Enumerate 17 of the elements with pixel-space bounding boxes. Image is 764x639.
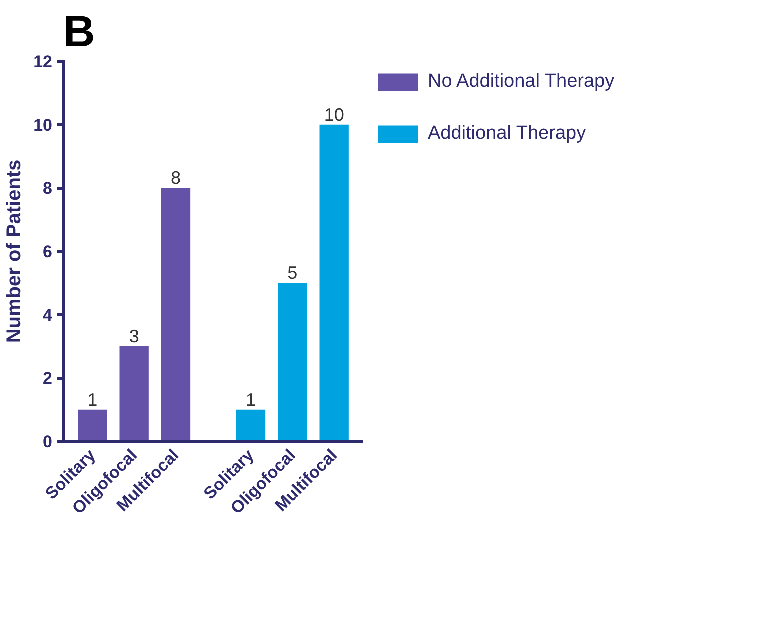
y-axis-title: Number of Patients: [4, 160, 26, 344]
chart-title: B: [64, 8, 96, 56]
legend-label: Additional Therapy: [428, 123, 586, 145]
y-tick-label: 12: [34, 52, 53, 72]
y-tick-label: 2: [43, 369, 53, 388]
data-label: 1: [88, 390, 98, 410]
data-label: 8: [170, 168, 182, 188]
data-label: 10: [324, 104, 344, 125]
data-label: 5: [288, 263, 298, 284]
legend-label: No Additional Therapy: [428, 71, 615, 93]
data-label: 1: [246, 390, 256, 410]
y-tick-label: 8: [43, 179, 53, 198]
y-tick-label: 4: [43, 306, 54, 325]
y-tick-label: 0: [43, 432, 53, 452]
y-tick-label: 6: [43, 242, 53, 262]
y-tick-label: 10: [34, 116, 53, 135]
data-label: 3: [129, 326, 140, 346]
